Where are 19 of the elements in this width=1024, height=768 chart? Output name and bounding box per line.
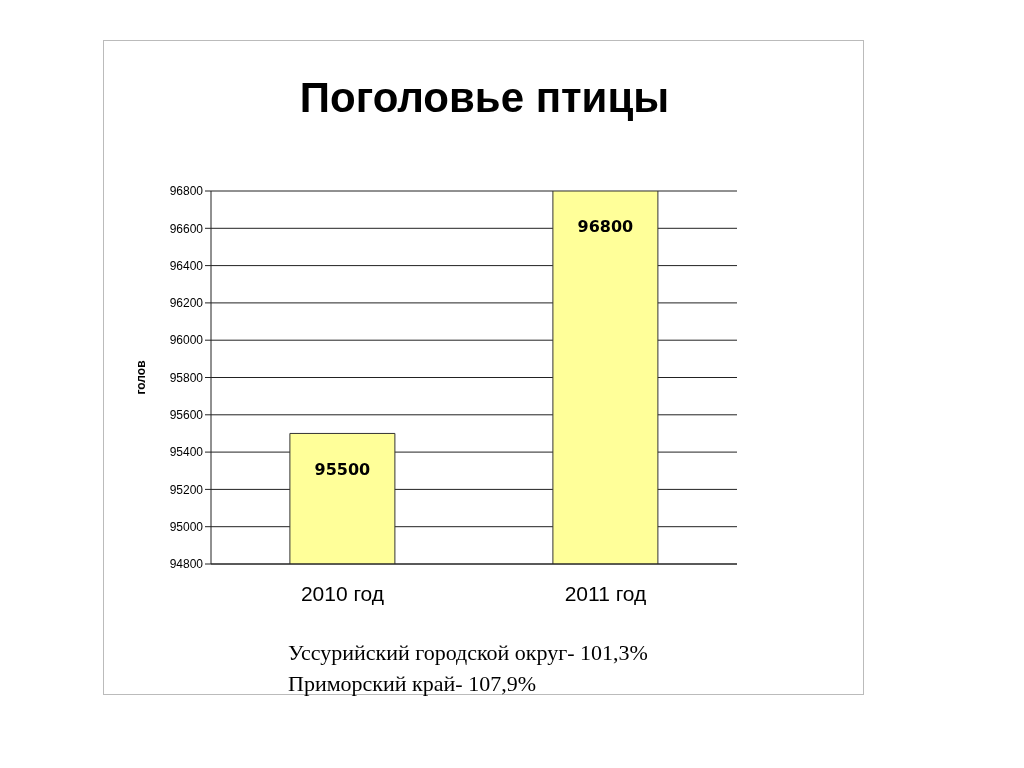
y-axis-title: голов	[134, 360, 149, 395]
y-tick-label: 95400	[169, 445, 204, 460]
y-tick-label: 95800	[169, 370, 204, 385]
text: Уссурийский городской округ- 101,3%	[288, 639, 648, 667]
y-tick-label: 94800	[169, 557, 204, 572]
y-tick-label: 96000	[169, 333, 204, 348]
y-tick-label: 95000	[169, 519, 204, 534]
y-tick-label: 95200	[169, 482, 204, 497]
y-tick-label: 96800	[169, 184, 204, 199]
y-tick-label: 96600	[169, 221, 204, 236]
text: Приморский край- 107,9%	[288, 670, 537, 698]
y-tick-label: 96400	[169, 258, 204, 273]
y-tick-label: 96200	[169, 296, 204, 311]
y-tick-label: 95600	[169, 408, 204, 423]
data-label: 96800	[577, 217, 634, 237]
x-tick-label: 2011 год	[564, 581, 647, 605]
x-tick-label: 2010 год	[300, 581, 385, 605]
data-label: 95500	[314, 459, 371, 479]
chart-title: Поголовье птицы	[298, 73, 671, 123]
